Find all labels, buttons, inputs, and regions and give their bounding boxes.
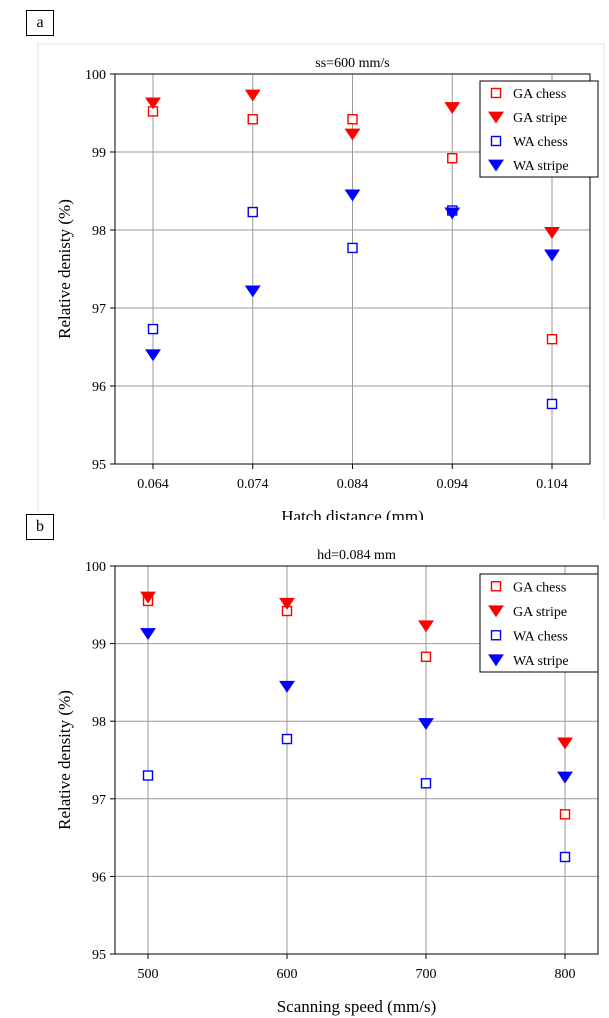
chart-b-y-axis-label: Relative density (%) (55, 690, 74, 830)
chart-a-title: ss=600 mm/s (315, 56, 389, 71)
chart-a-legend-marker-2 (490, 135, 502, 147)
panel-label-a: a (26, 10, 54, 36)
chart-b-legend-label-2: WA chess (513, 629, 568, 644)
chart-a-x-tick-label-0: 0.064 (137, 477, 169, 492)
chart-b-legend-label-0: GA chess (513, 580, 566, 595)
chart-a-point-s3-1 (244, 285, 261, 298)
chart-b-y-tick-label-0: 95 (92, 948, 106, 963)
chart-b-legend-marker-1 (488, 605, 504, 618)
chart-b-point-s1-0 (140, 591, 156, 604)
chart-b-legend: GA chess GA stripe WA chess WA stripe (479, 573, 599, 673)
chart-a-point-s3-2 (344, 189, 361, 202)
chart-a-legend: GA chess GA stripe WA chess WA stripe (479, 80, 599, 178)
chart-a-point-s0-3 (447, 153, 458, 164)
chart-a-y-tick-label-0: 95 (92, 458, 106, 473)
chart-b-x-tick-label-1: 600 (277, 967, 298, 982)
chart-a-y-tick-label-4: 99 (92, 146, 106, 161)
chart-a-frame (37, 43, 605, 520)
chart-b-y-tick-label-2: 97 (92, 793, 106, 808)
chart-a-legend-label-1: GA stripe (513, 111, 567, 126)
chart-a-point-s1-3 (444, 102, 461, 115)
chart-a-point-s0-2 (347, 114, 358, 125)
chart-a-legend-label-2: WA chess (513, 135, 568, 150)
chart-a-legend-label-3: WA stripe (513, 159, 569, 174)
chart-a-point-s2-0 (147, 323, 159, 335)
chart-a-x-tick-label-4: 0.104 (536, 477, 568, 492)
chart-b-point-s1-1 (279, 597, 295, 610)
chart-b-y-tick-label-1: 96 (92, 870, 106, 885)
chart-b-point-s3-2 (418, 718, 434, 731)
chart-a-point-s1-0 (145, 97, 161, 110)
chart-a-point-s1-1 (244, 89, 261, 102)
chart-a-point-s1-2 (344, 128, 361, 141)
chart-a-point-s3-4 (544, 249, 560, 262)
chart-b-title: hd=0.084 mm (317, 548, 396, 563)
relative-density-vs-scanning-speed-chart: 95 96 97 98 99 100 500 600 700 800 hd=0.084 mm Sc… (55, 548, 599, 1016)
chart-b-point-s3-1 (279, 680, 295, 693)
chart-b-point-s1-3 (557, 737, 573, 750)
relative-density-vs-hatch-distance-chart: 95 96 97 98 99 100 0.064 0.074 0.084 0.094 0.104 s… (37, 43, 605, 520)
chart-a-y-axis-label: Relative denisty (%) (55, 199, 74, 339)
chart-b-ticks: 95 96 97 98 99 100 500 600 700 800 (85, 560, 576, 982)
chart-b-legend-marker-2 (490, 630, 502, 641)
chart-b-x-tick-label-2: 700 (416, 967, 437, 982)
chart-b-legend-label-3: WA stripe (513, 654, 569, 669)
chart-b-x-tick-label-3: 800 (555, 967, 576, 982)
chart-b-point-s0-3 (559, 809, 571, 820)
chart-b-y-tick-label-4: 99 (92, 638, 106, 653)
chart-b-marks (140, 591, 573, 863)
chart-b-plot-area (114, 565, 599, 955)
chart-a-point-s0-1 (247, 114, 258, 125)
chart-a-point-s3-3 (444, 207, 461, 220)
chart-a-x-tick-label-3: 0.094 (437, 477, 469, 492)
chart-b-point-s3-3 (557, 771, 573, 784)
chart-b-legend-marker-0 (490, 581, 502, 592)
chart-a-legend-marker-0 (490, 87, 502, 99)
chart-a-x-tick-label-1: 0.074 (237, 477, 269, 492)
chart-a-legend-marker-1 (488, 111, 504, 124)
chart-a-point-s2-1 (247, 206, 258, 218)
chart-a-marks (145, 89, 560, 410)
chart-b-y-tick-label-3: 98 (92, 715, 106, 730)
chart-b-point-s1-2 (418, 620, 434, 633)
chart-a-legend-label-0: GA chess (513, 87, 566, 102)
chart-b-legend-label-1: GA stripe (513, 605, 567, 620)
chart-a-x-tick-label-2: 0.084 (337, 477, 369, 492)
chart-a-legend-marker-3 (488, 159, 504, 172)
chart-b-x-axis-label: Scanning speed (mm/s) (277, 997, 437, 1016)
chart-a-ticks: 95 96 97 98 99 100 0.064 0.074 0.084 0.094 0.104 (85, 68, 568, 492)
chart-b-y-tick-label-5: 100 (85, 560, 106, 575)
chart-b-x-tick-label-0: 500 (138, 967, 159, 982)
chart-b-point-s2-2 (420, 778, 432, 789)
chart-a-point-s2-2 (347, 242, 358, 254)
chart-a-y-tick-label-2: 97 (92, 302, 106, 317)
panel-label-b: b (26, 514, 54, 540)
chart-b-point-s3-0 (140, 628, 156, 641)
chart-b-point-s2-3 (559, 851, 571, 863)
chart-a-point-s2-4 (546, 398, 558, 410)
chart-b-point-s2-1 (281, 733, 293, 745)
chart-b-point-s0-2 (420, 651, 432, 662)
chart-a-x-axis-label: Hatch distance (mm) (281, 507, 424, 520)
chart-a-y-tick-label-1: 96 (92, 380, 106, 395)
chart-a-y-tick-label-3: 98 (92, 224, 106, 239)
chart-a-point-s1-4 (544, 226, 560, 239)
chart-a-y-tick-label-5: 100 (85, 68, 106, 83)
chart-a-point-s0-4 (546, 334, 558, 345)
chart-b-legend-marker-3 (488, 654, 504, 667)
chart-b-point-s2-0 (142, 770, 154, 781)
chart-a-point-s3-0 (145, 349, 161, 362)
